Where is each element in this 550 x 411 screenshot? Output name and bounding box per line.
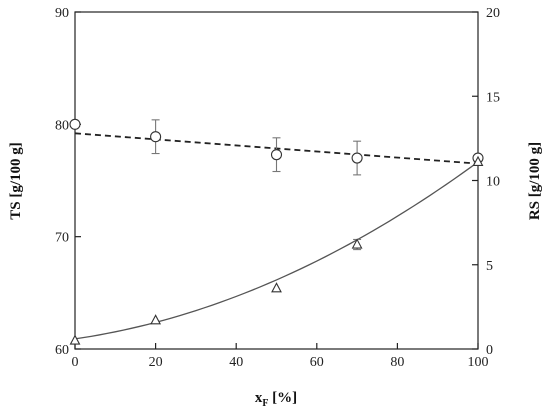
x-tick-label: 60 [310, 355, 324, 370]
x-tick-label: 40 [229, 355, 243, 370]
rs-point [351, 238, 363, 249]
plot-frame [74, 11, 479, 350]
y-right-tick-label: 15 [486, 90, 500, 105]
x-tick-label: 100 [468, 355, 489, 370]
axes: 0 20 40 60 80 100 60 70 80 90 0 5 10 15 20 [55, 6, 500, 370]
y-right-tick-label: 0 [486, 343, 493, 358]
y-right-tick-label: 5 [486, 259, 493, 274]
y-right-axis-title: RS [g/100 g] [527, 142, 543, 220]
rs-point [150, 314, 162, 325]
y-left-tick-label: 60 [55, 343, 69, 358]
y-right-tick-label: 10 [486, 175, 500, 190]
y-left-tick-label: 90 [55, 6, 69, 21]
ts-point [69, 118, 81, 130]
x-tick-label: 80 [390, 355, 404, 370]
rs-point [271, 282, 282, 293]
data-marks [69, 118, 484, 345]
rs-point [69, 334, 81, 345]
x-tick-label: 20 [149, 355, 163, 370]
ts-point [351, 152, 363, 164]
rs-point [472, 155, 484, 167]
rs-fit-line [74, 161, 479, 340]
ts-point [150, 131, 162, 143]
y-right-tick-label: 20 [486, 6, 500, 21]
y-left-axis-title: TS [g/100 g] [8, 142, 24, 220]
y-left-tick-label: 70 [55, 231, 69, 246]
x-axis-title: xF [%] [255, 390, 297, 409]
y-left-tick-label: 80 [55, 118, 69, 133]
ts-point [270, 149, 283, 161]
x-tick-label: 0 [72, 355, 79, 370]
